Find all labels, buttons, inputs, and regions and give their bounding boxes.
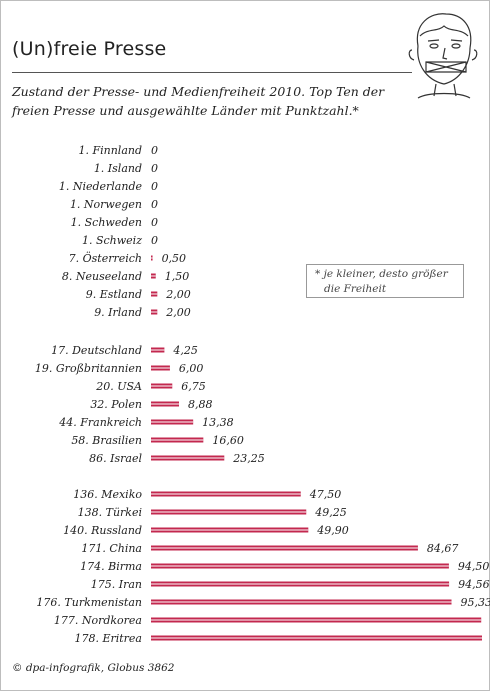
value-label: 94,56 bbox=[458, 578, 490, 591]
bar-stripe-1-5 bbox=[151, 439, 204, 441]
bar-stripe-1-6 bbox=[151, 457, 225, 459]
bar-stripe-1-0 bbox=[151, 349, 165, 351]
bar-stripe-2-6 bbox=[151, 601, 452, 603]
value-label: 6,00 bbox=[179, 362, 204, 375]
value-label: 0 bbox=[151, 144, 158, 157]
chart-title: (Un)freie Presse bbox=[12, 38, 167, 60]
value-label: 23,25 bbox=[232, 452, 264, 465]
category-label: 20. USA bbox=[95, 380, 142, 393]
category-label: 1. Island bbox=[94, 162, 142, 175]
value-label: 0,50 bbox=[162, 252, 187, 265]
value-label: 0 bbox=[151, 234, 158, 247]
category-label: 19. Großbritannien bbox=[35, 362, 142, 375]
value-label: 8,88 bbox=[188, 398, 213, 411]
category-label: 174. Birma bbox=[80, 560, 142, 573]
bar-stripe-2-0 bbox=[151, 493, 301, 495]
bar-stripe-0-8 bbox=[151, 293, 158, 295]
value-label: 1,50 bbox=[165, 270, 190, 283]
legend-note-line-1: * je kleiner, desto größer bbox=[315, 268, 448, 280]
category-label: 171. China bbox=[81, 542, 142, 555]
bar-stripe-2-3 bbox=[151, 547, 418, 549]
value-label: 94,50 bbox=[458, 560, 490, 573]
value-label: 2,00 bbox=[165, 306, 191, 319]
value-label: 49,25 bbox=[314, 506, 347, 519]
value-label: 6,75 bbox=[181, 380, 206, 393]
bar-stripe-2-4 bbox=[151, 565, 449, 567]
category-label: 1. Schweiz bbox=[82, 234, 142, 247]
category-label: 44. Frankreich bbox=[58, 416, 142, 429]
value-label: 0 bbox=[151, 162, 158, 175]
category-label: 58. Brasilien bbox=[71, 434, 142, 447]
bar-stripe-2-2 bbox=[151, 529, 309, 531]
gagged-face-icon bbox=[408, 13, 478, 99]
value-label: 95,33 bbox=[461, 596, 490, 609]
source-credit: © dpa-infografik, Globus 3862 bbox=[12, 662, 175, 674]
legend-note-line-2: die Freiheit bbox=[324, 283, 387, 295]
value-label: 0 bbox=[151, 216, 158, 229]
bar-stripe-1-1 bbox=[151, 367, 170, 369]
category-label: 178. Eritrea bbox=[74, 632, 142, 645]
category-label: 138. Türkei bbox=[78, 506, 142, 519]
value-label: 49,90 bbox=[316, 524, 349, 537]
category-label: 176. Turkmenistan bbox=[36, 596, 142, 609]
category-label: 86. Israel bbox=[89, 452, 142, 465]
value-label: 2,00 bbox=[165, 288, 191, 301]
bar-stripe-2-1 bbox=[151, 511, 307, 513]
category-label: 177. Nordkorea bbox=[54, 614, 142, 627]
legend-note: * je kleiner, desto größer die Freiheit bbox=[306, 264, 464, 298]
value-label: 84,67 bbox=[427, 542, 459, 555]
category-label: 1. Norwegen bbox=[70, 198, 142, 211]
value-label: 13,38 bbox=[202, 416, 234, 429]
category-label: 140. Russland bbox=[63, 524, 142, 537]
bar-stripe-0-9 bbox=[151, 311, 158, 313]
value-label: 47,50 bbox=[309, 488, 342, 501]
category-label: 175. Iran bbox=[91, 578, 142, 591]
category-label: 32. Polen bbox=[90, 398, 142, 411]
value-label: 4,25 bbox=[172, 344, 198, 357]
category-label: 9. Irland bbox=[94, 306, 142, 319]
category-label: 1. Niederlande bbox=[59, 180, 143, 193]
bar-stripe-1-3 bbox=[151, 403, 179, 405]
title-rule bbox=[12, 72, 412, 73]
bar-stripe-2-5 bbox=[151, 583, 450, 585]
category-label: 17. Deutschland bbox=[51, 344, 142, 357]
category-label: 1. Schweden bbox=[71, 216, 142, 229]
bar-stripe-2-7 bbox=[151, 619, 482, 621]
bar-stripe-1-4 bbox=[151, 421, 194, 423]
category-label: 9. Estland bbox=[86, 288, 142, 301]
category-label: 136. Mexiko bbox=[73, 488, 142, 501]
bar-stripe-2-8 bbox=[151, 637, 482, 639]
category-label: 7. Österreich bbox=[69, 251, 142, 265]
bar-stripe-1-2 bbox=[151, 385, 173, 387]
bar-stripe-0-7 bbox=[151, 275, 156, 277]
category-label: 1. Finnland bbox=[78, 144, 142, 157]
value-label: 0 bbox=[151, 180, 158, 193]
chart-subtitle: Zustand der Presse- und Medienfreiheit 2… bbox=[12, 84, 385, 118]
value-label: 16,60 bbox=[212, 434, 244, 447]
category-label: 8. Neuseeland bbox=[62, 270, 142, 283]
bar-stripe-0-6 bbox=[151, 257, 153, 259]
value-label: 0 bbox=[151, 198, 158, 211]
